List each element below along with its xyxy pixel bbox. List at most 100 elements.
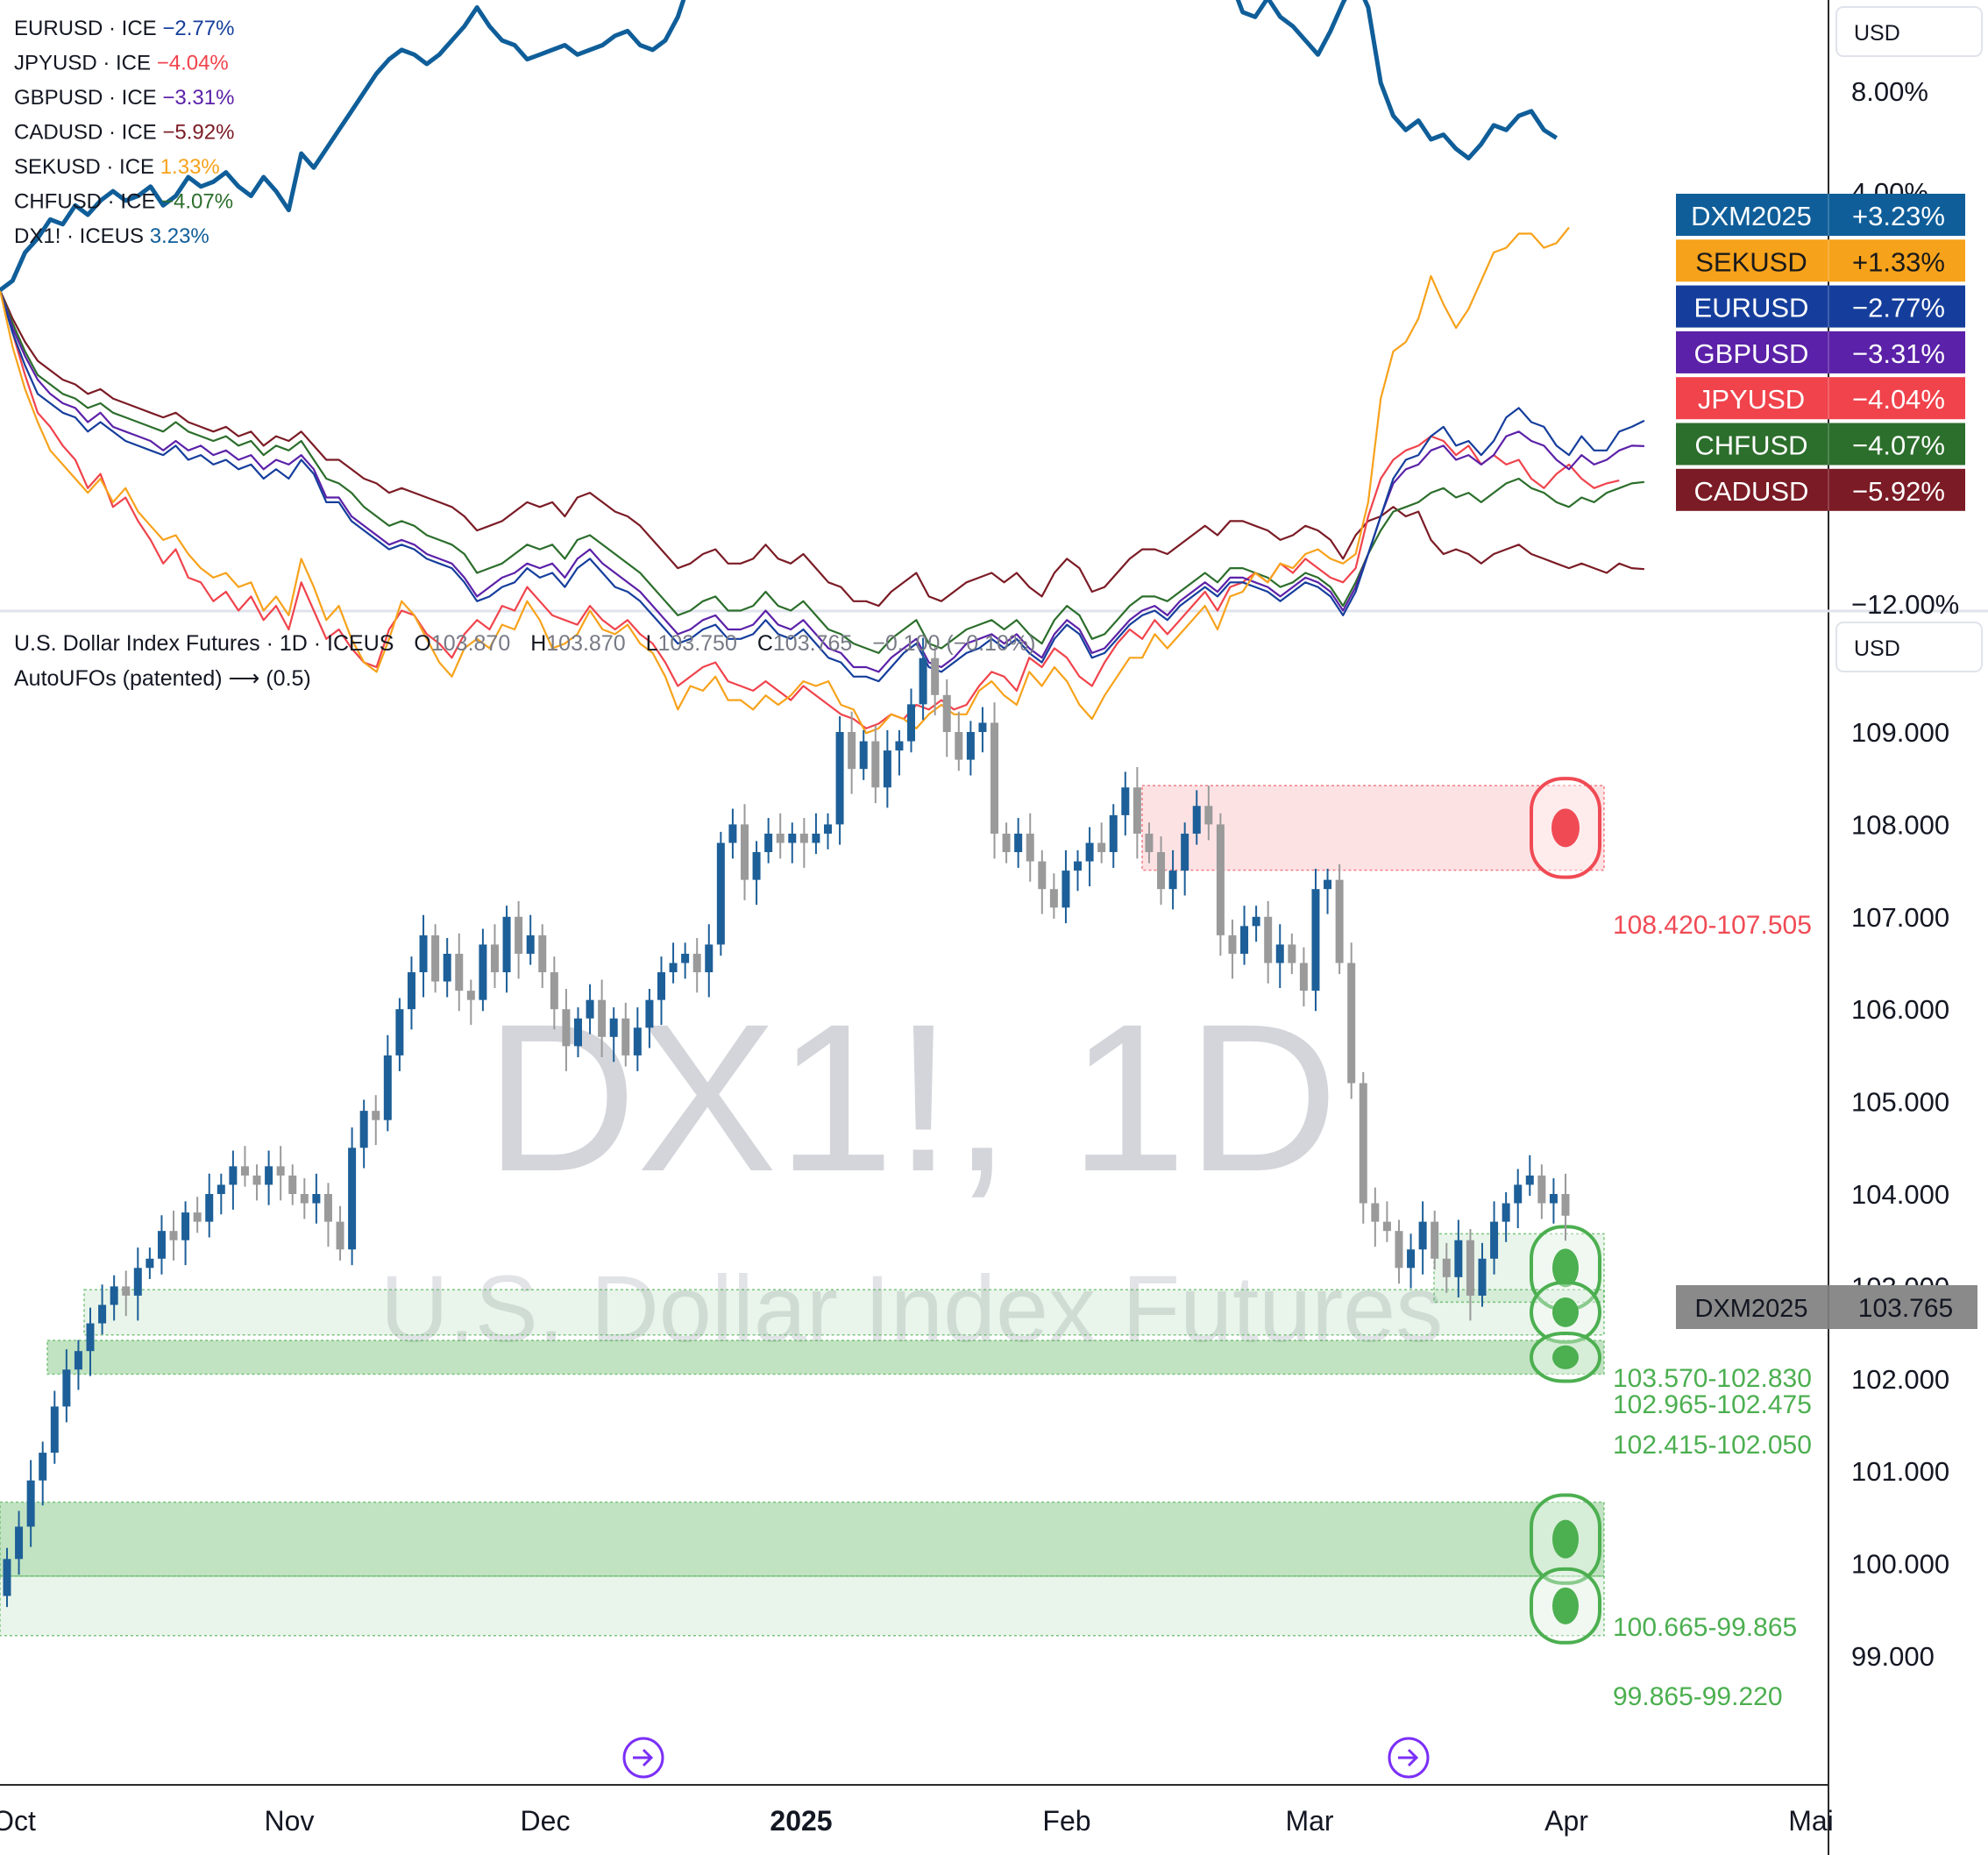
candle-body (1240, 926, 1249, 954)
last-price-symbol: DXM2025 (1695, 1295, 1808, 1323)
watermark-symbol: DX1!, 1D (485, 980, 1338, 1215)
top-currency-button[interactable] (1835, 6, 1983, 57)
candle-body (146, 1258, 154, 1269)
candle-body (1109, 814, 1118, 853)
main-currency-button[interactable] (1835, 622, 1983, 672)
candle-body (848, 732, 856, 770)
svg-text:U.S. Dollar Index Futures · 1D: U.S. Dollar Index Futures · 1D · ICEUS O… (14, 631, 1035, 656)
candle-body (62, 1369, 71, 1407)
top-tick-label: −12.00% (1851, 589, 1959, 620)
price-tick-label: 105.000 (1851, 1087, 1949, 1118)
badge-symbol: CADUSD (1694, 476, 1809, 507)
candle-body (1371, 1203, 1380, 1222)
event-marker-2[interactable] (1388, 1737, 1430, 1779)
candle-body (407, 972, 415, 1010)
candle-body (1168, 871, 1177, 890)
candle-body (490, 944, 499, 973)
legend-value: −3.31% (162, 86, 234, 110)
comparison-lines (0, 0, 1645, 735)
candle-body (443, 953, 451, 982)
candle-body (598, 999, 607, 1037)
ohlc-close: 103.765 (773, 631, 852, 656)
price-tick-label: 100.000 (1851, 1549, 1949, 1580)
watermark-description: U.S. Dollar Index Futures (380, 1255, 1443, 1361)
candle-body (1335, 879, 1344, 963)
candle-body (966, 732, 975, 760)
price-tick-label: 101.000 (1851, 1456, 1949, 1487)
candle-body (1418, 1221, 1427, 1250)
candle-body (859, 741, 868, 770)
badge-jpyusd (1676, 377, 1965, 420)
candle-body (479, 944, 487, 1000)
candle-body (1014, 833, 1023, 853)
candle-body (217, 1184, 225, 1194)
candle-body (395, 1009, 404, 1055)
main-legend-title: U.S. Dollar Index Futures · 1D · ICEUS (14, 631, 394, 656)
candle-body (573, 1018, 582, 1047)
candle-body (752, 852, 761, 880)
candle-body (193, 1212, 202, 1222)
candle-body (372, 1111, 380, 1120)
zone-demand (46, 1340, 1605, 1375)
time-axis-label: Mai (1788, 1805, 1834, 1837)
candle-body (288, 1175, 297, 1194)
candle-body (1382, 1221, 1391, 1232)
legend-entry: CHFUSD · ICE −4.07% (14, 190, 233, 214)
time-axis-label: Nov (265, 1805, 315, 1837)
badge-gbpusd (1676, 330, 1965, 373)
candle-body (1324, 879, 1332, 890)
badge-symbol: GBPUSD (1694, 338, 1809, 369)
badge-symbol: SEKUSD (1695, 246, 1807, 277)
indicator-legend[interactable]: AutoUFOs (patented) ⟶ (0.5) (14, 666, 311, 691)
candle-body (169, 1231, 178, 1240)
candle-body (1490, 1221, 1499, 1259)
candle-body (1466, 1240, 1474, 1296)
candle-body (1275, 944, 1284, 963)
badge-value: +1.33% (1852, 246, 1945, 277)
candle-body (978, 722, 987, 732)
badge-sekusd (1676, 239, 1965, 282)
candle-body (205, 1194, 214, 1222)
candle-body (15, 1526, 24, 1560)
candle-body (1132, 787, 1141, 834)
candle-body (431, 935, 440, 982)
time-axis-label: Dec (521, 1805, 571, 1837)
time-axis-label: 2025 (770, 1805, 832, 1837)
candle-body (799, 833, 808, 843)
candle-body (86, 1323, 95, 1352)
top-tick-label: 8.00% (1851, 76, 1928, 107)
candle-body (336, 1221, 344, 1250)
candle-body (1181, 833, 1189, 871)
badge-value: −5.92% (1852, 476, 1945, 507)
legend-entry: GBPUSD · ICE −3.31% (14, 86, 234, 110)
candle-body (26, 1480, 35, 1527)
candle-body (681, 953, 690, 963)
candle-body (645, 999, 654, 1028)
candle-body (1097, 842, 1106, 853)
price-tick-label: 109.000 (1851, 717, 1949, 748)
price-tick-label: 104.000 (1851, 1179, 1949, 1210)
candle-body (3, 1559, 11, 1596)
percent-badges: DXM2025 +3.23% SEKUSD +1.33% EURUSD −2.77% GBP… (1676, 194, 1965, 511)
candle-body (240, 1166, 249, 1176)
series-line-dxm2025 (0, 0, 1558, 293)
badge-chfusd (1676, 423, 1965, 466)
candle-body (1049, 889, 1058, 908)
candle-body (883, 750, 891, 788)
candle-body (812, 833, 820, 843)
price-tick-label: 99.000 (1851, 1641, 1935, 1672)
legend-value: −2.77% (162, 17, 234, 40)
candle-body (1192, 806, 1201, 834)
candle-body (871, 741, 880, 788)
badge-symbol: JPYUSD (1698, 384, 1805, 415)
legend-value: 3.23% (150, 224, 209, 248)
candle-body (955, 732, 963, 760)
candle-body (300, 1194, 309, 1204)
event-marker-1[interactable] (622, 1737, 664, 1779)
candle-body (1145, 833, 1154, 853)
zone-label: 108.420-107.505 (1613, 911, 1812, 940)
candle-body (740, 824, 749, 880)
candle-body (1026, 833, 1034, 862)
badge-symbol: CHFUSD (1694, 430, 1807, 461)
